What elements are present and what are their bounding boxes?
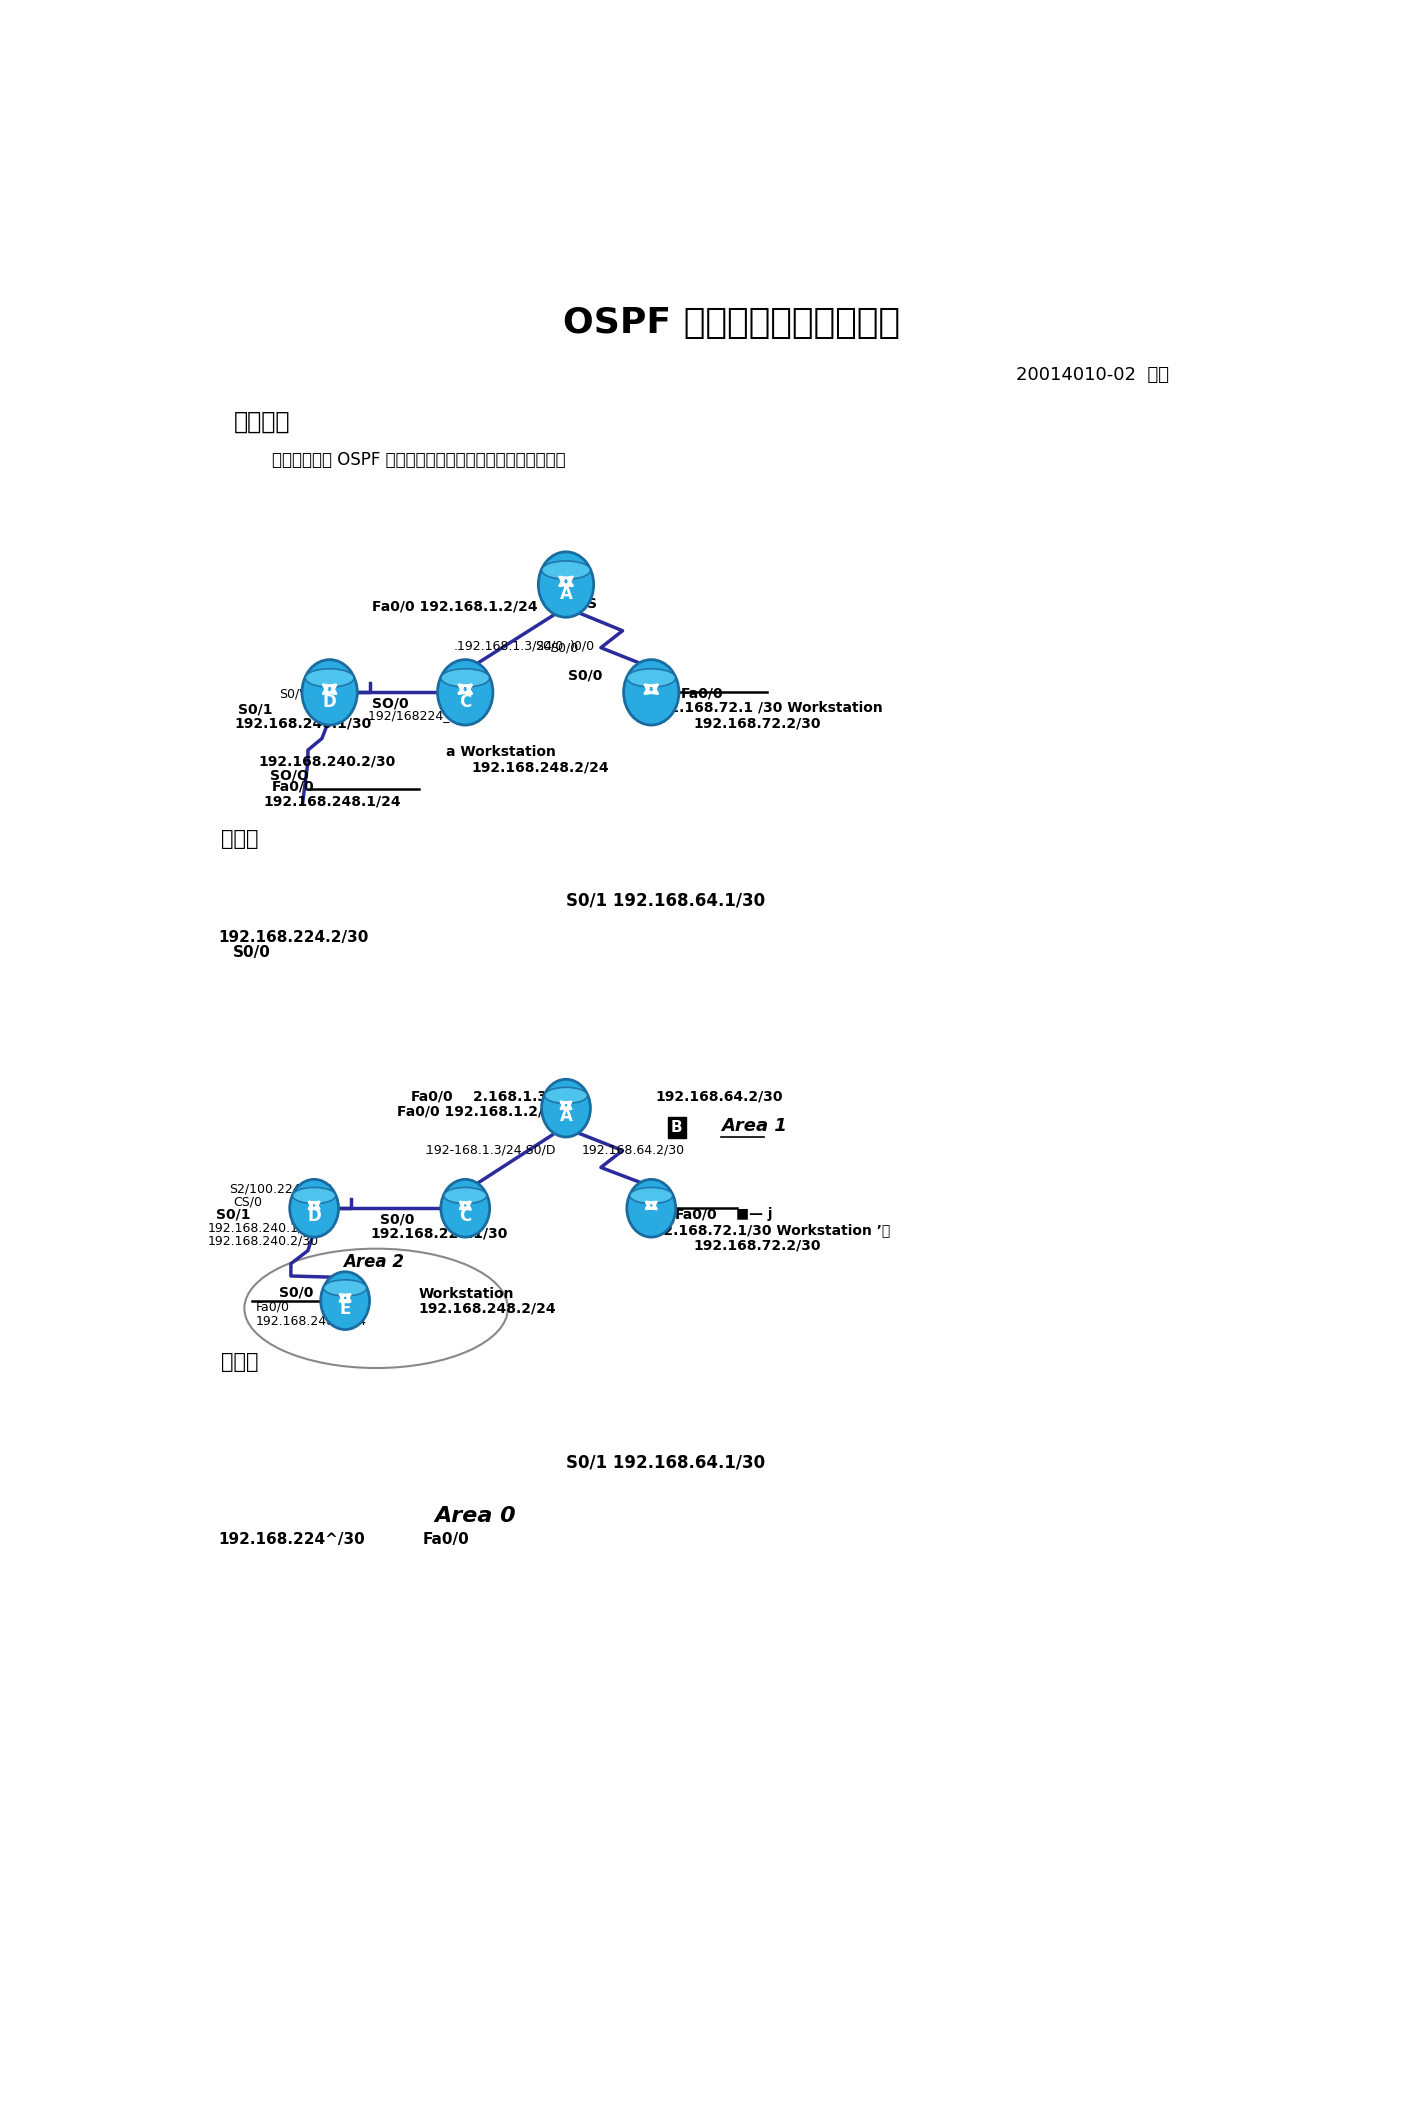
Text: S0/0: S0/0 bbox=[567, 667, 603, 682]
Text: 20014010-02  陈果: 20014010-02 陈果 bbox=[1015, 365, 1168, 384]
Text: A: A bbox=[560, 585, 573, 602]
Text: C: C bbox=[460, 1208, 471, 1225]
Text: .192.168.1.3/24: .192.168.1.3/24 bbox=[454, 640, 553, 653]
Text: 192.168.72.2/30: 192.168.72.2/30 bbox=[694, 1238, 821, 1252]
Text: Fa0/0: Fa0/0 bbox=[681, 686, 724, 701]
Text: S0/0: S0/0 bbox=[551, 642, 578, 655]
Text: S0/1: S0/1 bbox=[216, 1208, 250, 1221]
Ellipse shape bbox=[441, 1178, 490, 1238]
Text: SO/Q: SO/Q bbox=[270, 769, 308, 784]
Text: S0/0: S0/0 bbox=[380, 1212, 414, 1227]
Text: D: D bbox=[307, 1208, 321, 1225]
Text: A: A bbox=[560, 1107, 573, 1126]
Ellipse shape bbox=[306, 670, 354, 686]
Ellipse shape bbox=[541, 1079, 590, 1136]
Text: D: D bbox=[323, 693, 337, 710]
Text: SO/0: SO/0 bbox=[373, 697, 408, 712]
Ellipse shape bbox=[293, 1187, 336, 1204]
Ellipse shape bbox=[321, 1271, 370, 1331]
Text: 192.168.72.1/30 Workstation ’、: 192.168.72.1/30 Workstation ’、 bbox=[644, 1223, 890, 1238]
Ellipse shape bbox=[441, 670, 490, 686]
Text: Fa0/0: Fa0/0 bbox=[271, 779, 314, 794]
Text: Fa0/0: Fa0/0 bbox=[423, 1531, 470, 1546]
Text: S: S bbox=[587, 598, 597, 610]
Ellipse shape bbox=[627, 1178, 675, 1238]
Text: E: E bbox=[340, 1299, 351, 1318]
Ellipse shape bbox=[324, 1280, 367, 1297]
Text: S0/0: S0/0 bbox=[536, 640, 563, 653]
Ellipse shape bbox=[437, 659, 493, 724]
Ellipse shape bbox=[630, 1187, 673, 1204]
Ellipse shape bbox=[444, 1187, 487, 1204]
Text: Fa0/0: Fa0/0 bbox=[256, 1301, 290, 1314]
Text: 2.168.1.3/24 S: 2.168.1.3/24 S bbox=[473, 1090, 587, 1105]
Text: Area 0: Area 0 bbox=[434, 1506, 516, 1527]
Text: 单区域: 单区域 bbox=[221, 828, 258, 849]
Text: B: B bbox=[671, 1119, 683, 1134]
Text: 192.168.240.2/30: 192.168.240.2/30 bbox=[208, 1236, 318, 1248]
Text: a Workstation: a Workstation bbox=[446, 746, 555, 760]
Text: Fa0/0: Fa0/0 bbox=[411, 1090, 454, 1105]
Text: 192-168.1.3/24 S0/D: 192-168.1.3/24 S0/D bbox=[427, 1145, 555, 1157]
Text: ■— j: ■— j bbox=[737, 1208, 773, 1221]
Ellipse shape bbox=[627, 670, 675, 686]
Text: 192.168.64.2/30: 192.168.64.2/30 bbox=[581, 1145, 684, 1157]
Text: Area 1: Area 1 bbox=[721, 1117, 787, 1134]
Text: 多区域: 多区域 bbox=[221, 1352, 258, 1373]
Ellipse shape bbox=[290, 1178, 338, 1238]
Text: CS/0: CS/0 bbox=[233, 1195, 261, 1208]
Text: S0/0: S0/0 bbox=[233, 944, 271, 961]
Text: 192.168.224^/30: 192.168.224^/30 bbox=[218, 1531, 366, 1546]
Text: S0/V: S0/V bbox=[280, 686, 308, 701]
Text: 192.168.64.2/30: 192.168.64.2/30 bbox=[655, 1090, 783, 1105]
Text: 192.168.72.2/30: 192.168.72.2/30 bbox=[694, 716, 821, 731]
Text: OSPF 路由协议实验设计报告: OSPF 路由协议实验设计报告 bbox=[564, 306, 900, 340]
Text: C: C bbox=[460, 693, 471, 710]
Text: 192.168.248.2/24: 192.168.248.2/24 bbox=[471, 760, 610, 775]
Ellipse shape bbox=[538, 551, 594, 617]
Ellipse shape bbox=[301, 659, 357, 724]
Text: S2/100.224.2/30: S2/100.224.2/30 bbox=[228, 1183, 333, 1195]
Text: 192.168.224.1/30: 192.168.224.1/30 bbox=[371, 1227, 508, 1240]
Text: 192.168.240.1/30: 192.168.240.1/30 bbox=[234, 716, 371, 731]
Text: Area 2: Area 2 bbox=[343, 1252, 404, 1271]
Text: 192.168.240.2/30: 192.168.240.2/30 bbox=[258, 754, 396, 769]
Ellipse shape bbox=[544, 1088, 587, 1102]
Text: 192.168.248.1/24: 192.168.248.1/24 bbox=[264, 794, 401, 809]
Text: S0/1: S0/1 bbox=[238, 703, 273, 716]
Ellipse shape bbox=[541, 562, 590, 579]
Ellipse shape bbox=[624, 659, 678, 724]
Text: 192.168.240.1/30: 192.168.240.1/30 bbox=[208, 1221, 318, 1236]
Text: 192.168.72.1 /30 Workstation: 192.168.72.1 /30 Workstation bbox=[650, 701, 883, 714]
Text: S0/1 192.168.64.1/30: S0/1 192.168.64.1/30 bbox=[565, 1453, 765, 1472]
Text: 设计一个关于 OSPF 路由协议的实验，要求采用如下的拓扑：: 设计一个关于 OSPF 路由协议的实验，要求采用如下的拓扑： bbox=[271, 450, 565, 469]
Text: 192.168.248.1/24: 192.168.248.1/24 bbox=[256, 1314, 367, 1326]
Text: S0/0: S0/0 bbox=[280, 1286, 314, 1301]
Text: 192.168.248.2/24: 192.168.248.2/24 bbox=[418, 1301, 557, 1316]
Text: Workstation: Workstation bbox=[418, 1288, 514, 1301]
Text: 设计目标: 设计目标 bbox=[234, 410, 291, 433]
Text: Fa0/0 192.168.1.2/24: Fa0/0 192.168.1.2/24 bbox=[397, 1105, 563, 1119]
Text: Fa0/0 192.168.1.2/24: Fa0/0 192.168.1.2/24 bbox=[373, 600, 538, 612]
Text: )0/0: )0/0 bbox=[570, 640, 595, 653]
Text: .: . bbox=[426, 1145, 428, 1157]
Text: Fa0/0: Fa0/0 bbox=[674, 1208, 717, 1221]
Text: S0/1 192.168.64.1/30: S0/1 192.168.64.1/30 bbox=[565, 891, 765, 910]
Text: 192/168224_1 /30: 192/168224_1 /30 bbox=[368, 710, 481, 722]
Text: 192.168.224.2/30: 192.168.224.2/30 bbox=[218, 929, 370, 944]
